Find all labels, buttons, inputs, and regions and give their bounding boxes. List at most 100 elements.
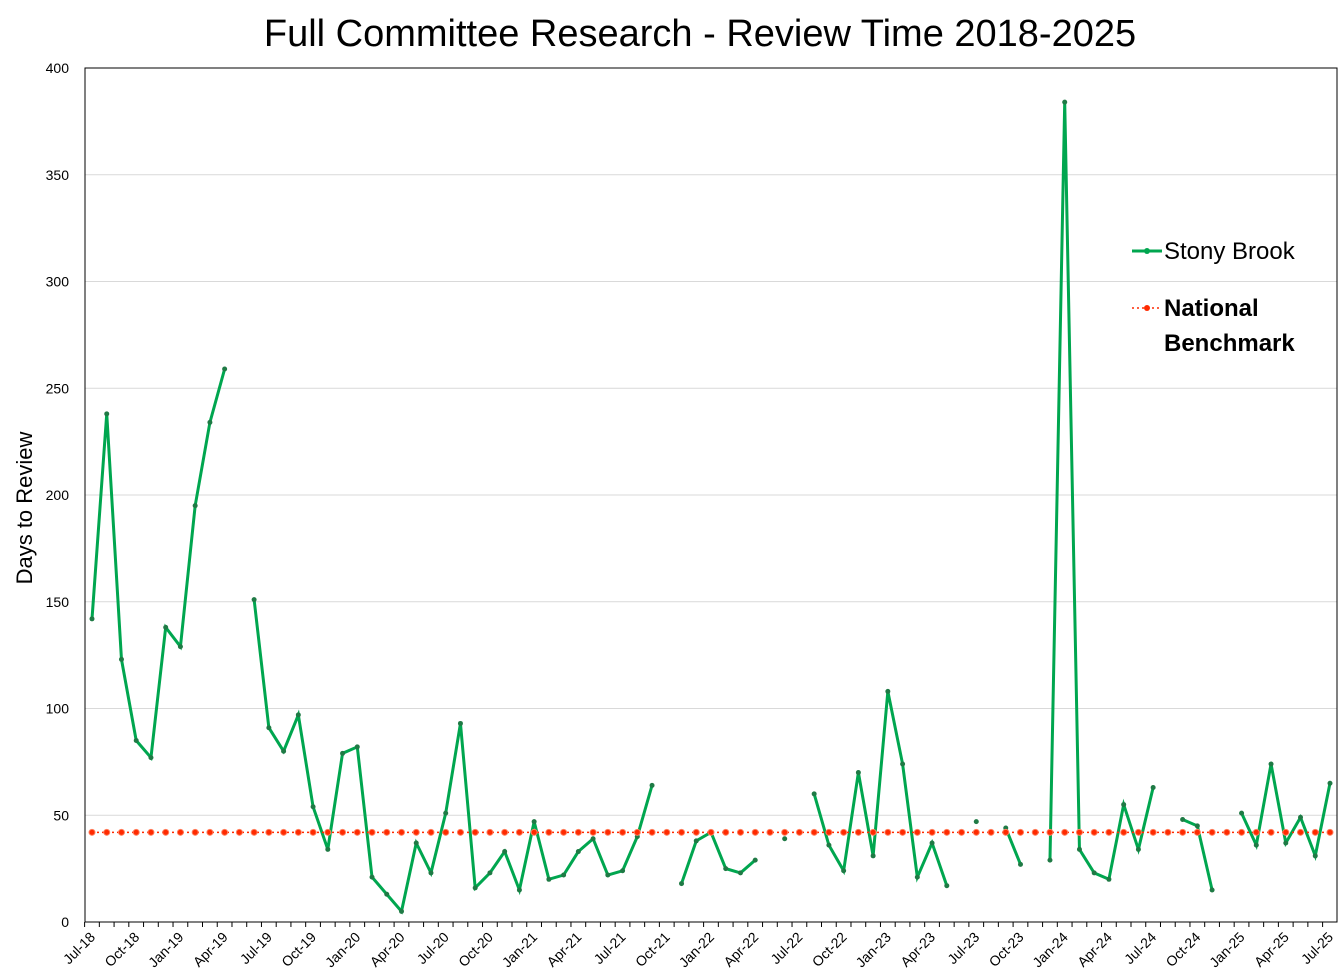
- marker: [369, 874, 375, 880]
- marker: [707, 828, 715, 836]
- x-tick-label: Jan-23: [852, 929, 894, 971]
- legend-marker: [1144, 248, 1150, 254]
- marker: [752, 857, 758, 863]
- marker: [221, 828, 229, 836]
- marker: [427, 828, 435, 836]
- marker: [147, 828, 155, 836]
- x-tick-label: Oct-21: [632, 929, 673, 970]
- x-tick-label: Oct-23: [986, 929, 1027, 970]
- x-tick-label: Apr-25: [1251, 929, 1292, 970]
- marker: [1120, 828, 1128, 836]
- x-tick-label: Apr-23: [897, 929, 938, 970]
- y-tick-label: 250: [46, 380, 70, 396]
- marker: [1252, 828, 1260, 836]
- marker: [325, 846, 331, 852]
- marker: [810, 828, 818, 836]
- y-tick-label: 200: [46, 487, 70, 503]
- marker: [191, 828, 199, 836]
- marker: [1031, 828, 1039, 836]
- x-tick-label: Jan-19: [145, 929, 187, 971]
- marker: [398, 828, 405, 836]
- marker: [781, 828, 789, 836]
- marker: [604, 828, 612, 836]
- marker: [782, 836, 788, 842]
- marker: [620, 868, 626, 874]
- marker: [531, 819, 537, 825]
- y-tick-label: 150: [46, 594, 70, 610]
- marker: [1047, 857, 1053, 863]
- marker: [692, 828, 700, 836]
- y-tick-label: 350: [46, 167, 70, 183]
- marker: [265, 828, 273, 836]
- y-tick-label: 100: [46, 701, 70, 717]
- marker: [1194, 823, 1200, 829]
- marker: [324, 828, 332, 836]
- marker: [649, 782, 655, 788]
- marker: [1238, 828, 1246, 836]
- marker: [723, 866, 729, 872]
- marker: [1018, 861, 1023, 867]
- legend-item: National Benchmark: [1130, 291, 1334, 361]
- marker: [1062, 99, 1068, 105]
- marker: [766, 828, 774, 836]
- marker: [88, 828, 96, 836]
- y-tick-label: 0: [61, 914, 69, 930]
- marker: [972, 828, 980, 836]
- marker: [1326, 828, 1334, 836]
- x-tick-label: Jan-21: [499, 929, 541, 971]
- marker: [840, 828, 848, 836]
- marker: [177, 644, 183, 650]
- marker: [443, 810, 449, 816]
- marker: [575, 849, 581, 855]
- marker: [869, 828, 877, 836]
- marker: [117, 828, 125, 836]
- y-tick-label: 50: [53, 807, 69, 823]
- marker: [1121, 802, 1127, 808]
- marker: [663, 828, 671, 836]
- marker: [722, 828, 730, 836]
- marker: [222, 366, 228, 372]
- marker: [1208, 828, 1216, 836]
- marker: [825, 828, 833, 836]
- x-tick-label: Oct-22: [809, 929, 850, 970]
- marker: [1193, 828, 1201, 836]
- x-tick-label: Jul-23: [944, 929, 982, 967]
- marker: [1327, 780, 1333, 786]
- marker: [442, 828, 450, 836]
- x-tick-label: Jul-18: [60, 929, 98, 967]
- marker: [899, 828, 907, 836]
- marker: [1239, 810, 1245, 816]
- marker: [280, 828, 288, 836]
- marker: [1209, 887, 1215, 893]
- x-tick-label: Jul-19: [237, 929, 275, 967]
- marker: [472, 885, 478, 891]
- marker: [162, 828, 170, 836]
- marker: [914, 874, 920, 880]
- x-tick-label: Oct-18: [101, 929, 142, 970]
- marker: [399, 908, 404, 914]
- marker: [1267, 828, 1275, 836]
- marker: [736, 828, 744, 836]
- marker: [1061, 828, 1069, 836]
- x-tick-label: Oct-20: [455, 929, 496, 970]
- x-tick-label: Apr-19: [190, 929, 231, 970]
- marker: [384, 891, 390, 897]
- y-axis-title: Days to Review: [12, 431, 37, 584]
- marker: [751, 828, 759, 836]
- marker: [89, 616, 95, 622]
- marker: [192, 503, 198, 509]
- marker: [885, 688, 891, 694]
- marker: [516, 887, 522, 893]
- marker: [590, 836, 596, 842]
- marker: [1105, 828, 1113, 836]
- marker: [1311, 828, 1319, 836]
- y-tick-label: 300: [46, 274, 70, 290]
- marker: [266, 725, 272, 731]
- x-tick-label: Oct-19: [278, 929, 319, 970]
- marker: [1179, 828, 1187, 836]
- marker: [854, 828, 862, 836]
- marker: [207, 419, 213, 425]
- x-tick-label: Jul-22: [767, 929, 805, 967]
- x-tick-label: Jan-22: [676, 929, 718, 971]
